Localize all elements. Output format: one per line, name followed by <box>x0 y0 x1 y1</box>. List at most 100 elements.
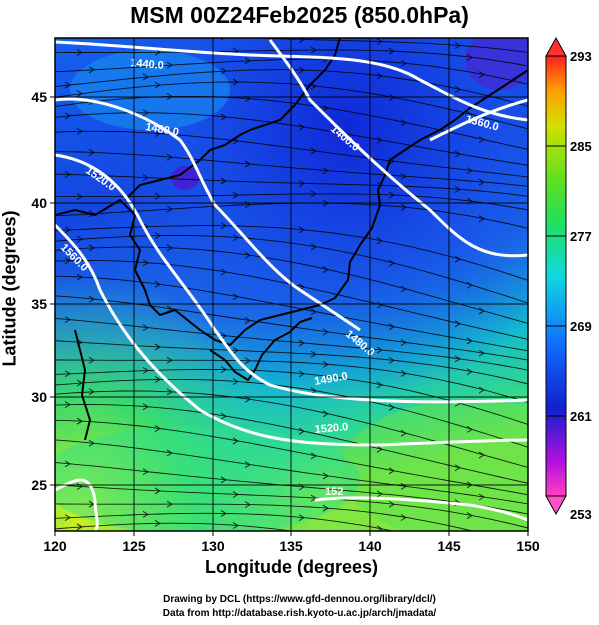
streamline-arrow <box>478 136 485 144</box>
streamline-arrow <box>232 491 239 498</box>
streamline-arrow <box>310 308 317 316</box>
streamline-arrow <box>388 191 395 199</box>
contour-label: 1490.0 <box>313 370 348 388</box>
y-tick-label: 35 <box>31 296 47 312</box>
streamline-arrow <box>298 514 305 522</box>
streamline-arrow <box>454 464 461 472</box>
contour-label: 1520.0 <box>314 421 349 436</box>
streamline <box>55 112 528 166</box>
coastlines <box>55 38 528 441</box>
streamline <box>55 130 528 178</box>
colorbar-label: 285 <box>570 139 592 154</box>
streamline-arrow <box>232 347 239 354</box>
streamline-arrow <box>400 119 407 127</box>
streamline-arrow <box>64 401 71 409</box>
streamline-arrow <box>466 337 473 345</box>
streamline-arrow <box>478 307 485 315</box>
streamline-arrow <box>376 301 383 309</box>
streamline-arrow <box>298 123 305 131</box>
streamline-arrow <box>298 66 305 74</box>
streamline-arrow <box>220 366 227 373</box>
streamline <box>55 378 528 448</box>
streamline-arrow <box>400 339 407 346</box>
streamline-arrow <box>166 205 173 213</box>
streamline-arrow <box>142 403 149 411</box>
streamline-arrow <box>479 530 480 531</box>
streamline-arrow <box>244 357 251 365</box>
x-tick-label: 145 <box>437 538 461 554</box>
x-tick-label: 150 <box>516 538 540 554</box>
streamline-arrow <box>376 237 383 245</box>
streamline-arrow <box>454 320 461 328</box>
y-tick-label: 25 <box>31 477 47 493</box>
streamline-arrow <box>376 136 383 144</box>
streamline-arrow <box>400 429 407 437</box>
streamline-arrow <box>166 93 173 100</box>
streamline <box>55 58 528 85</box>
streamline-arrow <box>76 273 83 281</box>
streamline-arrow <box>220 412 227 420</box>
streamline-arrow <box>64 460 71 468</box>
streamline-arrow <box>388 357 395 364</box>
streamline-arrow <box>478 178 485 186</box>
streamline-arrow <box>310 243 317 251</box>
streamline-arrow <box>166 244 173 252</box>
streamline <box>243 38 528 53</box>
streamline-arrow <box>142 109 149 117</box>
streamline-arrow <box>310 82 317 90</box>
streamline-arrow <box>154 487 161 495</box>
streamline <box>55 503 474 531</box>
streamline-arrow <box>154 81 161 89</box>
y-tick-label: 40 <box>31 195 47 211</box>
streamline-arrow <box>466 368 473 376</box>
streamline-arrow <box>466 281 473 289</box>
streamline-arrow <box>322 504 329 512</box>
streamline-arrow <box>298 179 305 187</box>
streamline-arrow <box>154 343 161 351</box>
streamline <box>55 390 528 468</box>
streamline-arrow <box>376 72 383 80</box>
streamline-arrow <box>388 323 395 331</box>
streamline-arrow <box>88 244 95 252</box>
streamline-arrow <box>220 476 227 484</box>
streamline-arrow <box>466 167 473 174</box>
y-axis-label: Latitude (degrees) <box>0 210 20 367</box>
streamline-arrow <box>388 259 395 267</box>
streamline-arrow <box>454 150 461 158</box>
streamline-arrow <box>244 251 251 259</box>
chart-title: MSM 00Z24Feb2025 (850.0hPa) <box>130 2 469 28</box>
streamline-arrow <box>478 451 485 459</box>
colorbar-label: 293 <box>570 49 592 64</box>
streamline-arrow <box>76 193 83 200</box>
x-axis-label: Longitude (degrees) <box>204 557 378 577</box>
streamline-arrow <box>388 500 395 508</box>
streamline-arrow <box>245 540 250 546</box>
streamline-arrow <box>220 67 227 75</box>
streamline-arrow <box>400 482 407 490</box>
streamline-arrow <box>220 113 227 121</box>
streamline-arrow <box>376 346 383 354</box>
streamline-arrow <box>322 266 329 273</box>
streamline-arrow <box>64 226 71 234</box>
streamline-arrow <box>244 57 251 65</box>
streamline-arrow <box>64 112 71 120</box>
x-tick-label: 135 <box>279 538 303 554</box>
streamline-arrow <box>322 472 329 480</box>
streamline-arrow <box>154 192 161 200</box>
streamline-arrow <box>454 355 461 363</box>
streamline-arrow <box>166 305 173 313</box>
streamline-arrow <box>466 426 473 433</box>
streamline-arrow <box>142 259 149 267</box>
streamline-arrow <box>142 468 149 476</box>
colorbar-label: 253 <box>570 507 592 522</box>
streamline-arrow <box>454 42 461 49</box>
streamline-arrow <box>388 94 395 101</box>
streamline-arrow <box>298 339 305 347</box>
streamline-arrow <box>142 324 149 332</box>
x-tick-labels: 120 125 130 135 140 145 150 <box>43 538 540 554</box>
contour-label: 152 <box>325 486 343 498</box>
streamline-arrow <box>310 350 317 358</box>
streamline-arrow <box>244 461 251 468</box>
streamline-arrow <box>376 445 383 453</box>
